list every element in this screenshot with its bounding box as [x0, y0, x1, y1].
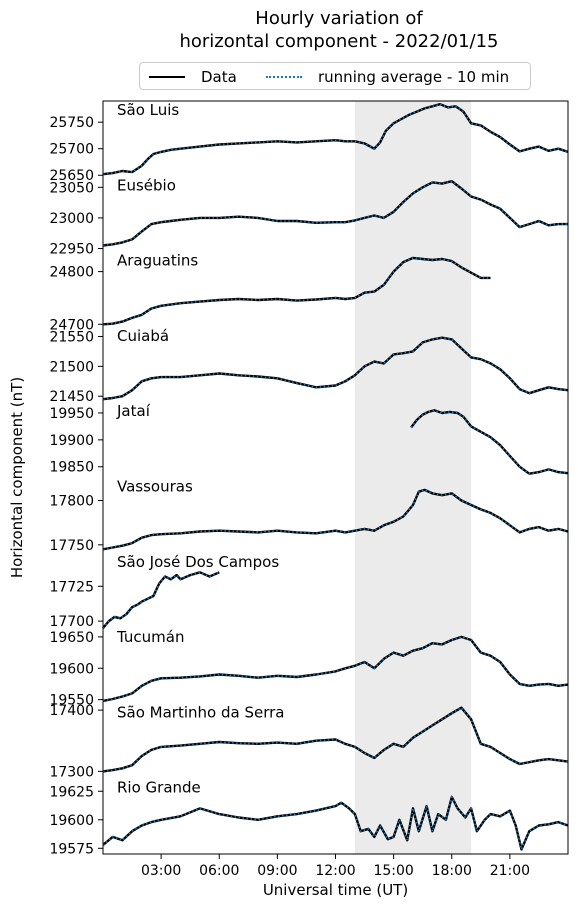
x-axis-label: Universal time (UT) [263, 881, 408, 899]
x-tick-label-4: 15:00 [373, 863, 413, 879]
y-tick-label-sao-martinho-da-serra-0: 17300 [49, 764, 94, 780]
y-tick-label-sao-luis-2: 25750 [49, 115, 94, 131]
y-tick-label-jatai-1: 19900 [49, 433, 94, 449]
y-tick-label-cuiaba-0: 21450 [49, 389, 94, 405]
y-tick-label-araguatins-1: 24800 [49, 265, 94, 281]
running-average-line-cuiaba [102, 336, 569, 400]
y-tick-label-jatai-0: 19850 [49, 460, 94, 476]
x-tick-label-1: 06:00 [199, 863, 239, 879]
running-average-line-tucuman [102, 636, 569, 702]
y-tick-label-vassouras-1: 17800 [49, 494, 94, 510]
station-label-jatai: Jataí [116, 402, 151, 420]
chart-title-line-1: Hourly variation of [255, 8, 423, 29]
running-average-line-araguatins [102, 257, 491, 326]
data-line-eusebio [102, 179, 568, 247]
x-tick-label-6: 21:00 [490, 863, 530, 879]
station-label-sao-luis: São Luis [117, 101, 179, 119]
y-tick-label-tucuman-1: 19600 [49, 661, 94, 677]
x-tick-label-0: 03:00 [141, 863, 181, 879]
running-average-line-rio-grande [102, 794, 569, 852]
y-tick-label-rio-grande-2: 19625 [49, 784, 94, 800]
y-tick-label-sao-luis-0: 25650 [49, 168, 94, 184]
station-label-tucuman: Tucumán [116, 628, 184, 646]
x-tick-label-3: 12:00 [315, 863, 355, 879]
legend-label-running-average: running average - 10 min [318, 68, 510, 86]
y-tick-label-eusebio-0: 22950 [49, 242, 94, 258]
chart-title-line-2: horizontal component - 2022/01/15 [179, 31, 499, 52]
y-tick-label-eusebio-1: 23000 [49, 211, 94, 227]
station-label-cuiaba: Cuiabá [117, 327, 169, 345]
data-line-tucuman [102, 635, 569, 703]
y-tick-label-eusebio-2: 23050 [49, 180, 94, 196]
y-axis-label: Horizontal component (nT) [8, 377, 26, 578]
legend-label-data: Data [201, 68, 237, 86]
station-label-vassouras: Vassouras [117, 478, 193, 496]
y-tick-label-rio-grande-1: 19600 [49, 813, 94, 829]
x-tick-label-2: 09:00 [257, 863, 297, 879]
running-average-line-jatai [410, 409, 569, 475]
shaded-interval [354, 101, 472, 854]
y-tick-label-cuiaba-2: 21550 [49, 329, 94, 345]
y-tick-label-vassouras-0: 17750 [49, 538, 94, 554]
y-tick-label-cuiaba-1: 21500 [49, 359, 94, 375]
running-average-line-sao-luis [102, 103, 569, 175]
data-line-sao-jose-dos-campos [102, 571, 220, 629]
data-line-vassouras [102, 488, 569, 551]
y-tick-label-sao-jose-dos-campos-0: 17700 [49, 614, 94, 630]
station-label-sao-jose-dos-campos: São José Dos Campos [117, 553, 279, 571]
y-tick-label-sao-martinho-da-serra-1: 17400 [49, 703, 94, 719]
station-label-rio-grande: Rio Grande [117, 779, 201, 797]
y-tick-label-tucuman-0: 19550 [49, 693, 94, 709]
chart-title: Hourly variation of horizontal component… [0, 7, 578, 53]
y-tick-label-tucuman-2: 19650 [49, 630, 94, 646]
station-label-eusebio: Eusébio [117, 176, 176, 194]
y-tick-label-sao-jose-dos-campos-1: 17725 [49, 579, 94, 595]
data-line-rio-grande [102, 795, 569, 851]
y-tick-label-jatai-2: 19950 [49, 406, 94, 422]
y-tick-label-araguatins-0: 24700 [49, 317, 94, 333]
running-average-line-vassouras [102, 489, 569, 551]
y-tick-label-sao-luis-1: 25700 [49, 142, 94, 158]
station-label-araguatins: Araguatins [117, 252, 198, 270]
legend-swatch-running-average [266, 76, 302, 78]
legend-swatch-data [149, 76, 185, 78]
data-line-cuiaba [102, 336, 569, 401]
y-tick-label-rio-grande-0: 19575 [49, 841, 94, 857]
x-tick-label-5: 18:00 [432, 863, 472, 879]
running-average-line-sao-martinho-da-serra [102, 706, 569, 773]
legend: Data running average - 10 min [139, 62, 531, 90]
station-label-sao-martinho-da-serra: São Martinho da Serra [117, 703, 284, 721]
